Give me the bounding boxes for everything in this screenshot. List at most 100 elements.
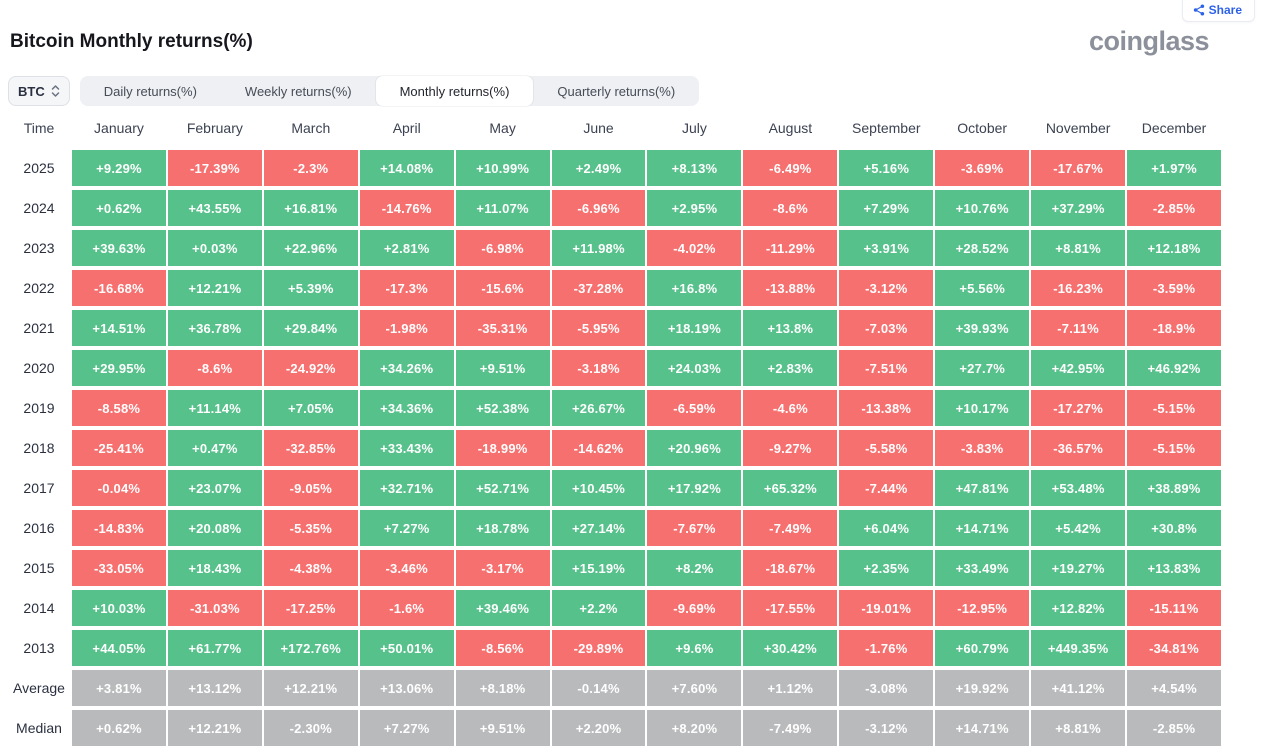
return-cell: +172.76% — [263, 630, 358, 666]
tab-weekly[interactable]: Weekly returns(%) — [244, 83, 352, 99]
column-header-month: September — [852, 120, 921, 136]
return-cell: -17.39% — [167, 150, 262, 186]
table-row: 2015 -33.05% +18.43% -4.38% -3.46% -3.17% +15.… — [8, 550, 1221, 586]
return-cell: +61.77% — [167, 630, 262, 666]
return-cell: -14.62% — [551, 430, 646, 466]
return-cell: -5.95% — [551, 310, 646, 346]
share-button[interactable]: Share — [1181, 0, 1255, 22]
return-cell: -2.30% — [263, 710, 358, 746]
return-cell: +10.76% — [935, 190, 1030, 226]
return-cell: -7.44% — [839, 470, 934, 506]
column-header-month: December — [1141, 120, 1207, 136]
return-cell: +12.21% — [263, 670, 358, 706]
table-row: Median +0.62% +12.21% -2.30% +7.27% +9.51% +2.… — [8, 710, 1221, 746]
return-cell: -8.56% — [455, 630, 550, 666]
row-label: 2018 — [23, 440, 55, 456]
return-cell: +9.51% — [455, 710, 550, 746]
return-cell: -37.28% — [551, 270, 646, 306]
return-cell: -18.67% — [743, 550, 838, 586]
column-header-month: July — [681, 120, 707, 136]
return-cell: +9.51% — [455, 350, 550, 386]
return-cell: -17.3% — [359, 270, 454, 306]
return-cell: -35.31% — [455, 310, 550, 346]
row-label: 2013 — [23, 640, 55, 656]
return-cell: -7.49% — [743, 510, 838, 546]
return-cell: -18.9% — [1127, 310, 1221, 346]
return-cell: -17.25% — [263, 590, 358, 626]
return-cell: +36.78% — [167, 310, 262, 346]
return-cell: +3.91% — [839, 230, 934, 266]
column-header-month: March — [291, 120, 331, 136]
return-cell: +14.08% — [359, 150, 454, 186]
return-cell: +23.07% — [167, 470, 262, 506]
return-cell: +19.92% — [935, 670, 1030, 706]
return-cell: +53.48% — [1031, 470, 1126, 506]
return-cell: +8.20% — [647, 710, 742, 746]
table-row: 2013 +44.05% +61.77% +172.76% +50.01% -8.56% -… — [8, 630, 1221, 666]
column-header-month: November — [1045, 120, 1111, 136]
column-header-month: August — [768, 120, 813, 136]
return-cell: +38.89% — [1127, 470, 1221, 506]
return-cell: +12.82% — [1031, 590, 1126, 626]
table-row: 2022 -16.68% +12.21% +5.39% -17.3% -15.6% -37.… — [8, 270, 1221, 306]
return-cell: +1.12% — [743, 670, 838, 706]
symbol-select[interactable]: BTC — [8, 76, 70, 106]
return-cell: +52.71% — [455, 470, 550, 506]
return-cell: -29.89% — [551, 630, 646, 666]
return-cell: +0.62% — [72, 710, 166, 746]
return-cell: +52.38% — [455, 390, 550, 426]
return-cell: +29.95% — [72, 350, 166, 386]
controls-bar: BTC Daily returns(%) Weekly returns(%) Mon… — [8, 76, 700, 106]
return-cell: +0.62% — [72, 190, 166, 226]
column-header-month: June — [583, 120, 614, 136]
return-cell: -18.99% — [455, 430, 550, 466]
table-header-row: Time January February March April May June July… — [8, 113, 1221, 143]
return-cell: +33.49% — [935, 550, 1030, 586]
page-title: Bitcoin Monthly returns(%) — [10, 31, 253, 52]
return-cell: +26.67% — [551, 390, 646, 426]
return-cell: +7.27% — [359, 510, 454, 546]
return-cell: +14.51% — [72, 310, 166, 346]
return-cell: -6.59% — [647, 390, 742, 426]
tab-monthly[interactable]: Monthly returns(%) — [375, 76, 534, 106]
table-row: 2019 -8.58% +11.14% +7.05% +34.36% +52.38% +26… — [8, 390, 1221, 426]
row-label: 2014 — [23, 600, 55, 616]
return-cell: +5.42% — [1031, 510, 1126, 546]
table-row: 2018 -25.41% +0.47% -32.85% +33.43% -18.99% -1… — [8, 430, 1221, 466]
return-cell: +16.81% — [263, 190, 358, 226]
share-button-label: Share — [1208, 3, 1242, 17]
row-label: 2025 — [23, 160, 55, 176]
share-icon — [1193, 4, 1205, 16]
return-cell: +7.27% — [359, 710, 454, 746]
return-cell: +10.03% — [72, 590, 166, 626]
return-cell: +14.71% — [935, 510, 1030, 546]
return-cell: +27.14% — [551, 510, 646, 546]
return-cell: -2.3% — [263, 150, 358, 186]
returns-tabs: Daily returns(%) Weekly returns(%) Monthly… — [79, 76, 700, 106]
return-cell: -3.46% — [359, 550, 454, 586]
return-cell: +449.35% — [1031, 630, 1126, 666]
return-cell: -36.57% — [1031, 430, 1126, 466]
return-cell: +30.8% — [1127, 510, 1221, 546]
table-row: 2024 +0.62% +43.55% +16.81% -14.76% +11.07% -6… — [8, 190, 1221, 226]
column-header-time: Time — [23, 120, 55, 136]
return-cell: -13.88% — [743, 270, 838, 306]
return-cell: -0.04% — [72, 470, 166, 506]
return-cell: -3.59% — [1127, 270, 1221, 306]
return-cell: -8.6% — [167, 350, 262, 386]
return-cell: -12.95% — [935, 590, 1030, 626]
return-cell: -5.15% — [1127, 430, 1221, 466]
return-cell: +5.56% — [935, 270, 1030, 306]
return-cell: +13.12% — [167, 670, 262, 706]
return-cell: -6.96% — [551, 190, 646, 226]
return-cell: -7.49% — [743, 710, 838, 746]
return-cell: -9.69% — [647, 590, 742, 626]
return-cell: +32.71% — [359, 470, 454, 506]
return-cell: +30.42% — [743, 630, 838, 666]
tab-quarterly[interactable]: Quarterly returns(%) — [557, 83, 676, 99]
return-cell: +12.18% — [1127, 230, 1221, 266]
table-row: 2016 -14.83% +20.08% -5.35% +7.27% +18.78% +27… — [8, 510, 1221, 546]
return-cell: +5.39% — [263, 270, 358, 306]
return-cell: -17.67% — [1031, 150, 1126, 186]
tab-daily[interactable]: Daily returns(%) — [103, 83, 197, 99]
